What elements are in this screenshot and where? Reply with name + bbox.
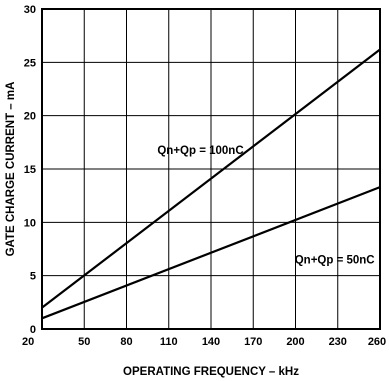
x-tick-label: 200 [286, 336, 304, 348]
y-tick-label: 5 [30, 271, 36, 283]
x-tick-label: 170 [244, 336, 262, 348]
y-tick-labels: 0 5 10 15 20 25 30 [24, 4, 36, 336]
x-axis-title: OPERATING FREQUENCY – kHz [123, 366, 299, 378]
x-tick-label: 20 [22, 336, 34, 348]
x-tick-label: 230 [329, 336, 347, 348]
x-tick-label: 80 [120, 336, 132, 348]
x-tick-labels: 20 50 80 110 140 170 200 230 260 [22, 336, 386, 348]
y-tick-label: 20 [24, 111, 36, 123]
y-tick-label: 0 [30, 324, 36, 336]
x-tick-label: 260 [368, 336, 386, 348]
grid-lines [42, 9, 380, 329]
x-tick-label: 140 [202, 336, 220, 348]
x-tick-label: 50 [78, 336, 90, 348]
y-tick-label: 30 [24, 4, 36, 16]
y-tick-label: 25 [24, 57, 36, 69]
y-tick-label: 10 [24, 217, 36, 229]
annotation-50nc: Qn+Qp = 50nC [295, 255, 375, 267]
annotation-100nc: Qn+Qp = 100nC [157, 145, 243, 157]
y-axis-title: GATE CHARGE CURRENT – mA [5, 82, 17, 257]
y-tick-label: 15 [24, 164, 36, 176]
x-tick-label: 110 [160, 336, 178, 348]
